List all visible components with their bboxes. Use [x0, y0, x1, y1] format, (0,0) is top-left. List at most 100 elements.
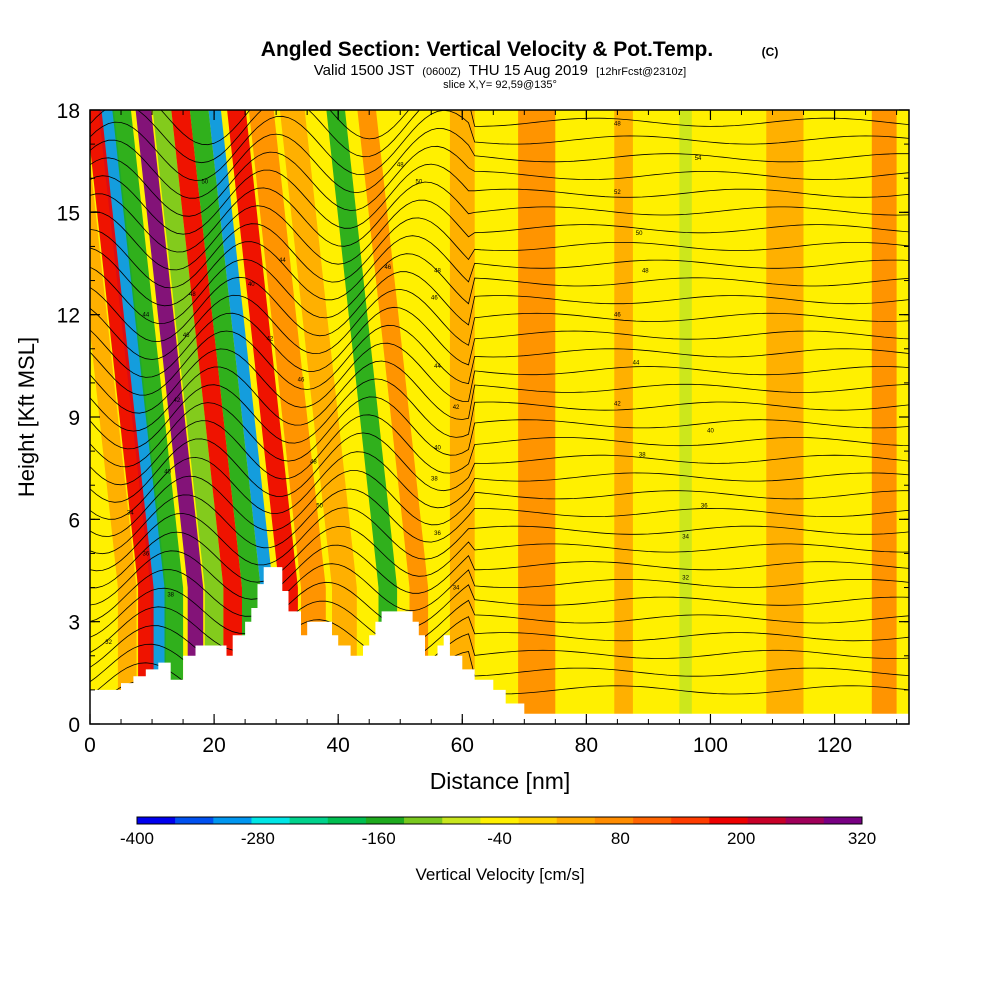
velocity-band: [112, 110, 184, 724]
colorbar-swatch: [137, 817, 176, 824]
velocity-band: [248, 110, 326, 724]
colorbar-swatch: [823, 817, 863, 824]
isotherm-label: 48: [189, 292, 196, 298]
isotherm-labels: 32 34 36 38 40 42 44 46 48 50 40 42 44 46 48 50 46 48 50 48…: [105, 122, 714, 646]
colorbar-swatch: [327, 817, 367, 824]
isotherm-line: [90, 127, 909, 199]
isotherm-label: 46: [183, 333, 190, 339]
colorbar-frame: [136, 816, 863, 825]
terrain-mask: [90, 567, 909, 724]
isotherm-line: [90, 199, 909, 271]
velocity-band: [679, 110, 692, 724]
y-tick-label: 0: [68, 714, 80, 737]
x-tick-label: 100: [693, 734, 728, 757]
velocity-band: [449, 110, 475, 724]
slice-label: slice X,Y= 92,59@135°: [443, 79, 557, 91]
x-tick-label: 40: [327, 734, 350, 757]
isotherm-line: [90, 451, 909, 520]
isotherm-line: [90, 378, 909, 450]
x-tick-label: 120: [817, 734, 852, 757]
isotherm-line: [90, 217, 909, 289]
isotherm-line: [90, 110, 909, 164]
isotherm-label: 48: [614, 122, 621, 128]
isotherm-line: [90, 110, 410, 146]
x-tick-label: 0: [84, 734, 96, 757]
isotherm-label: 38: [639, 453, 646, 459]
isotherm-label: 40: [248, 282, 255, 288]
y-tick-label: 18: [57, 100, 80, 123]
isotherm-label: 32: [105, 640, 112, 646]
velocity-band: [766, 110, 804, 724]
colorbar-swatch: [785, 817, 825, 824]
subtitle-forecast: [12hrFcst@2310z]: [596, 66, 686, 78]
isotherm-line: [90, 525, 909, 589]
velocity-band: [152, 110, 224, 724]
y-tick-label: 12: [57, 305, 80, 328]
isotherm-line: [90, 306, 909, 378]
colorbar-swatch: [633, 817, 672, 824]
isotherm-label: 36: [701, 504, 708, 510]
chart-title: Angled Section: Vertical Velocity & Pot.…: [261, 38, 713, 61]
colorbar: [136, 816, 863, 825]
isotherm-label: 48: [397, 163, 404, 169]
colorbar-swatch: [594, 817, 634, 824]
isotherm-line: [90, 342, 909, 414]
colorbar-swatch: [709, 817, 748, 824]
velocity-band: [518, 110, 556, 724]
subtitle-utc: (0600Z): [422, 66, 461, 78]
isotherm-label: 42: [453, 405, 460, 411]
isotherm-label: 40: [707, 429, 714, 435]
isotherm-label: 44: [279, 258, 286, 264]
colorbar-swatch: [365, 817, 405, 824]
isotherm-label: 36: [142, 551, 149, 557]
colorbar-tick-label: -400: [120, 829, 154, 848]
isotherm-label: 46: [431, 296, 438, 302]
isotherm-line: [90, 414, 909, 486]
isotherm-label: 44: [434, 364, 441, 370]
colorbar-ticks: -400 -280 -160 -40 80 200 320: [120, 829, 876, 848]
isotherm-label: 50: [201, 180, 208, 186]
colorbar-swatch: [747, 817, 786, 824]
isotherm-label: 46: [298, 377, 305, 383]
isotherm-label: 40: [164, 470, 171, 476]
isotherm-line: [90, 288, 909, 360]
isotherm-line: [90, 271, 909, 343]
isotherm-label: 44: [142, 313, 149, 319]
isotherm-line: [90, 507, 909, 572]
x-axis-label: Distance [nm]: [430, 768, 571, 794]
subtitle-valid: Valid 1500 JST: [314, 62, 414, 79]
isotherm-line: [90, 544, 909, 606]
colorbar-tick-label: 80: [611, 829, 630, 848]
colorbar-swatch: [480, 817, 519, 824]
isotherm-line: [90, 324, 909, 396]
isotherm-label: 48: [310, 459, 317, 465]
velocity-band: [871, 110, 897, 724]
isotherm-label: 54: [695, 156, 702, 162]
x-tick-label: 20: [202, 734, 225, 757]
isotherm-label: 42: [614, 401, 621, 407]
isotherm-label: 44: [633, 360, 640, 366]
y-axis-label: Height [Kft MSL]: [14, 337, 39, 497]
isotherm-label: 50: [415, 180, 422, 186]
plot-area: 32 34 36 38 40 42 44 46 48 50 40 42 44 46 48 50 46 48 50 48…: [90, 110, 909, 724]
isotherm-line: [90, 360, 909, 432]
isotherm-line: [90, 163, 909, 235]
isotherm-line: [90, 563, 909, 622]
isotherm-label: 48: [434, 268, 441, 274]
colorbar-tick-label: -160: [362, 829, 396, 848]
subtitle-date: THU 15 Aug 2019: [469, 62, 588, 79]
x-tick-label: 60: [451, 734, 474, 757]
isotherm-line: [90, 110, 909, 181]
isotherm-label: 42: [174, 398, 181, 404]
colorbar-swatch: [213, 817, 252, 824]
y-tick-label: 15: [57, 202, 80, 225]
colorbar-swatch: [518, 817, 558, 824]
velocity-band: [135, 110, 204, 724]
colorbar-swatch: [442, 817, 481, 824]
isotherm-label: 38: [431, 476, 438, 482]
isotherm-line: [90, 396, 909, 468]
colorbar-swatch: [289, 817, 329, 824]
chart-subtitle: Valid 1500 JST (0600Z) THU 15 Aug 2019 […: [314, 62, 686, 79]
